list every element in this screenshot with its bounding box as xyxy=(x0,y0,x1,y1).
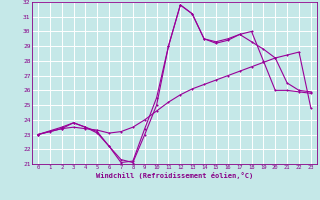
X-axis label: Windchill (Refroidissement éolien,°C): Windchill (Refroidissement éolien,°C) xyxy=(96,172,253,179)
